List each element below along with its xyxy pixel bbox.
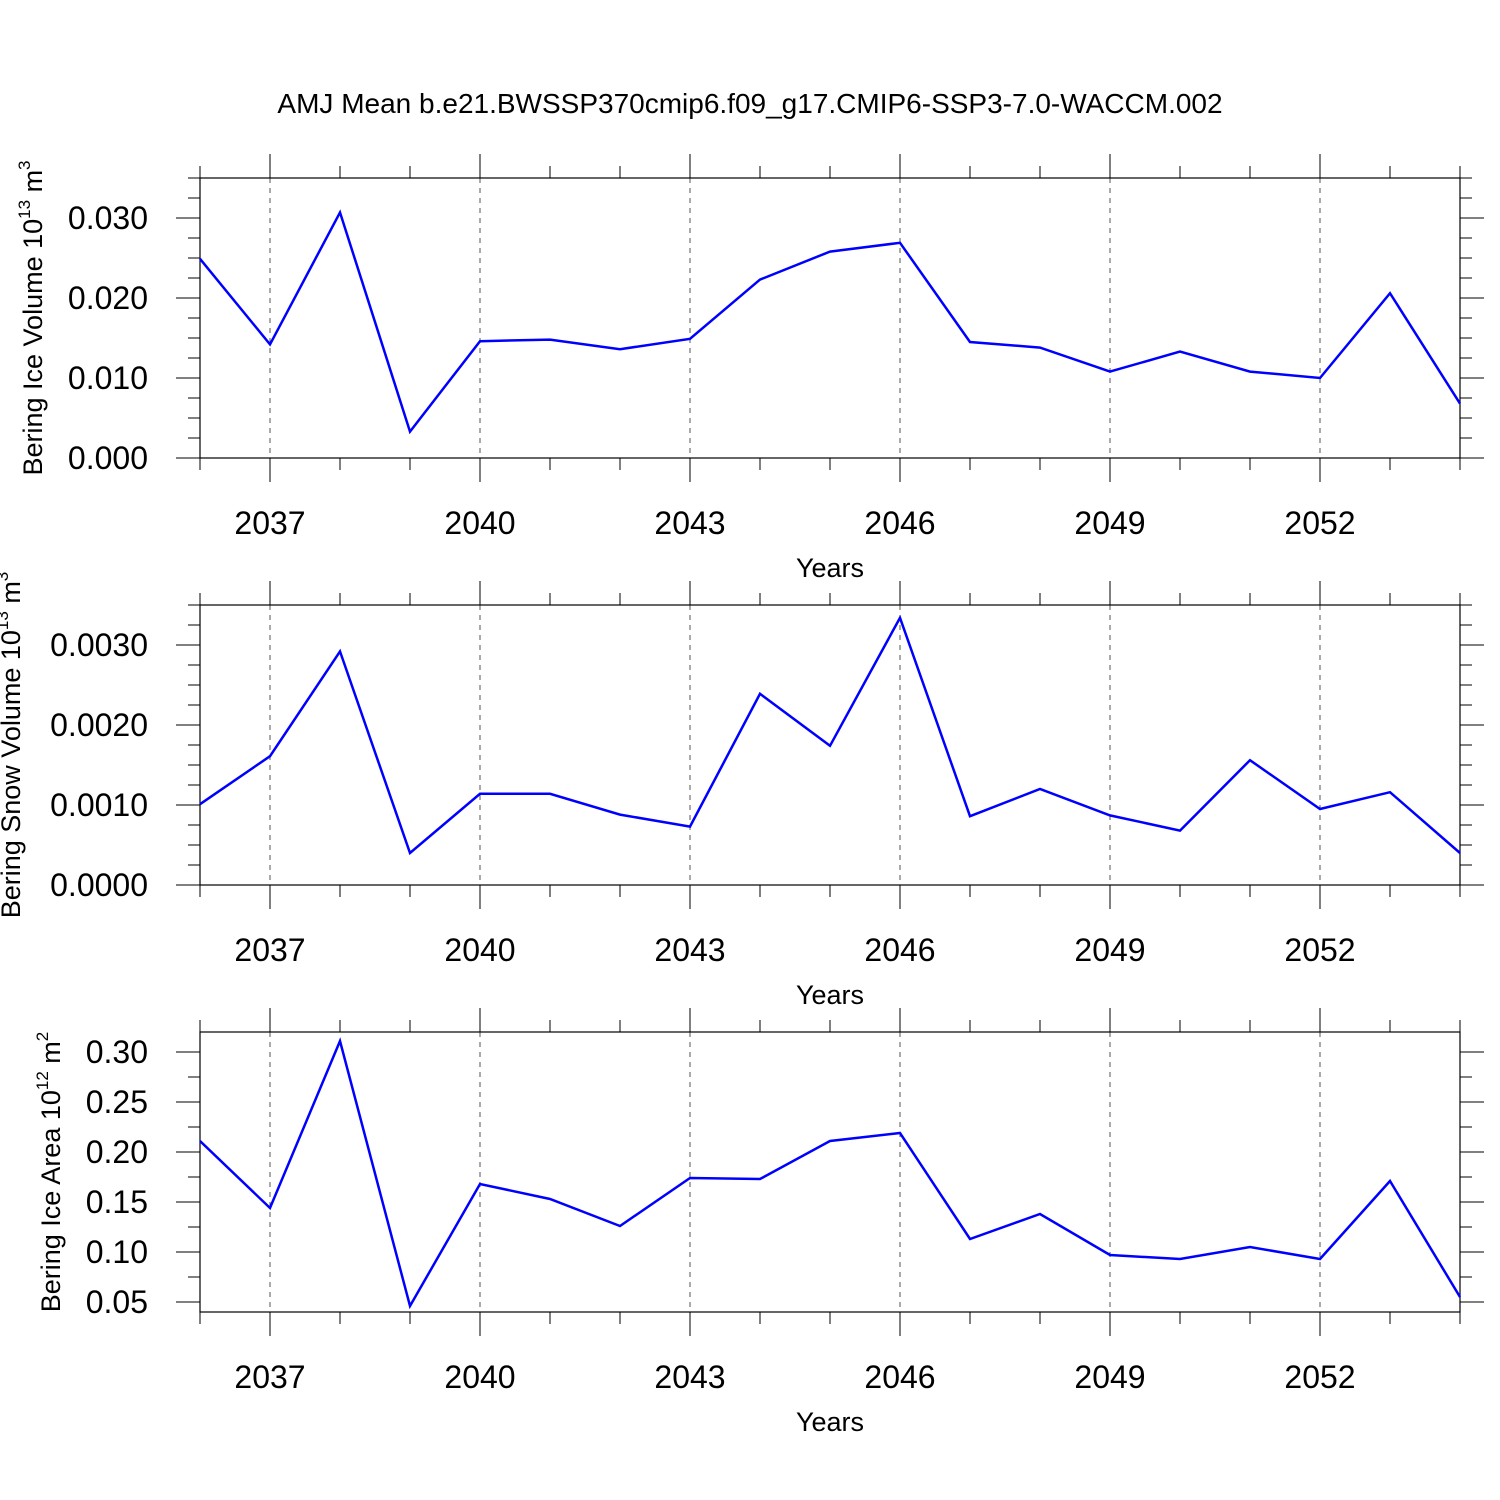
x-tick-label: 2043 xyxy=(654,1359,725,1395)
x-tick-label: 2052 xyxy=(1284,505,1355,541)
x-tick-label: 2046 xyxy=(864,932,935,968)
series-line xyxy=(199,1037,1462,1310)
x-tick-label: 2046 xyxy=(864,505,935,541)
y-tick-label: 0.020 xyxy=(68,280,148,316)
x-tick-label: 2049 xyxy=(1074,1359,1145,1395)
plot-frame xyxy=(199,177,1461,459)
plot-frame xyxy=(199,604,1461,886)
series-line xyxy=(199,614,1461,856)
y-axis-label: Bering Ice Area 1012 m2 xyxy=(33,1032,66,1313)
y-tick-label: 0.0030 xyxy=(50,627,148,663)
series-line xyxy=(199,209,1462,435)
x-axis-label: Years xyxy=(796,980,864,1010)
x-axis-label: Years xyxy=(796,1407,864,1437)
plot-frame xyxy=(199,1031,1461,1313)
y-axis-label: Bering Ice Volume 1013 m3 xyxy=(15,160,48,475)
y-tick-label: 0.05 xyxy=(86,1284,148,1320)
x-tick-label: 2049 xyxy=(1074,505,1145,541)
y-tick-label: 0.10 xyxy=(86,1234,148,1270)
x-tick-label: 2040 xyxy=(444,1359,515,1395)
x-tick-label: 2052 xyxy=(1284,1359,1355,1395)
y-tick-label: 0.030 xyxy=(68,200,148,236)
y-tick-label: 0.000 xyxy=(68,440,148,476)
x-tick-label: 2043 xyxy=(654,505,725,541)
y-tick-label: 0.010 xyxy=(68,360,148,396)
y-tick-label: 0.20 xyxy=(86,1134,148,1170)
x-tick-label: 2037 xyxy=(234,505,305,541)
x-tick-label: 2046 xyxy=(864,1359,935,1395)
y-tick-label: 0.15 xyxy=(86,1184,148,1220)
x-axis-label: Years xyxy=(796,553,864,583)
x-tick-label: 2037 xyxy=(234,932,305,968)
chart-title: AMJ Mean b.e21.BWSSP370cmip6.f09_g17.CMI… xyxy=(277,88,1222,119)
y-tick-label: 0.30 xyxy=(86,1034,148,1070)
y-tick-label: 0.0010 xyxy=(50,787,148,823)
x-tick-label: 2043 xyxy=(654,932,725,968)
x-tick-label: 2049 xyxy=(1074,932,1145,968)
y-tick-label: 0.25 xyxy=(86,1084,148,1120)
y-tick-label: 0.0000 xyxy=(50,867,148,903)
y-axis-label: Bering Snow Volume 1013 m3 xyxy=(0,572,26,919)
y-tick-label: 0.0020 xyxy=(50,707,148,743)
x-tick-label: 2040 xyxy=(444,505,515,541)
x-tick-label: 2037 xyxy=(234,1359,305,1395)
x-tick-label: 2052 xyxy=(1284,932,1355,968)
x-tick-label: 2040 xyxy=(444,932,515,968)
